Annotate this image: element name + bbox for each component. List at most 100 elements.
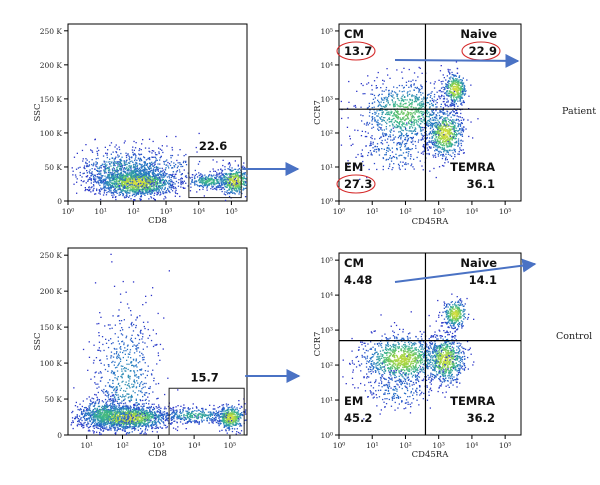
event-dot [150, 184, 152, 187]
event-dot [426, 112, 428, 114]
event-dot [206, 186, 208, 188]
event-dot [447, 129, 449, 131]
event-dot [204, 184, 206, 186]
event-dot [245, 178, 247, 180]
event-dot [388, 118, 390, 120]
event-dot [165, 183, 167, 185]
event-dot [169, 187, 171, 189]
event-dot [156, 186, 158, 189]
event-dot [393, 91, 396, 93]
event-dot [434, 121, 436, 124]
event-dot [171, 167, 173, 169]
event-dot [383, 120, 385, 122]
event-dot [177, 182, 180, 184]
event-dot [96, 182, 98, 184]
event-dot [447, 115, 449, 117]
event-dot [421, 103, 424, 106]
event-dot [348, 101, 350, 103]
event-dot [396, 69, 398, 71]
event-dot [395, 116, 398, 119]
event-dot [443, 136, 445, 139]
event-dot [224, 183, 226, 185]
event-dot [212, 168, 214, 170]
event-dot [126, 187, 128, 189]
event-dot [155, 166, 158, 168]
event-dot [103, 161, 105, 163]
event-dot [130, 183, 132, 185]
event-dot [455, 61, 458, 63]
event-dot [460, 112, 462, 115]
event-dot [143, 177, 145, 179]
event-dot [378, 150, 380, 152]
event-dot [413, 95, 415, 97]
event-dot [106, 175, 109, 178]
event-dot [105, 169, 107, 171]
event-dot [221, 184, 224, 186]
event-dot [123, 176, 125, 178]
event-dot [446, 110, 448, 112]
event-dot [234, 185, 236, 187]
event-dot [161, 149, 163, 151]
event-dot [164, 192, 166, 194]
event-dot [390, 129, 393, 131]
event-dot [151, 185, 153, 187]
event-dot [390, 139, 392, 141]
event-dot [242, 176, 244, 179]
event-dot [396, 144, 398, 146]
event-dot [392, 101, 394, 103]
event-dot [243, 173, 245, 175]
event-dot [369, 111, 371, 114]
event-dot [412, 140, 414, 142]
event-dot [451, 137, 454, 140]
event-dot [462, 152, 465, 154]
event-dot [164, 188, 166, 190]
event-dot [454, 82, 456, 84]
event-dot [377, 128, 379, 130]
event-dot [105, 165, 107, 167]
event-dot [446, 113, 448, 115]
event-dot [405, 157, 407, 159]
event-dot [426, 110, 428, 112]
event-dot [447, 100, 449, 102]
event-dot [140, 192, 143, 195]
event-dot [440, 142, 442, 144]
event-dot [444, 118, 446, 120]
event-dot [442, 155, 444, 157]
event-dot [221, 177, 223, 179]
event-dot [375, 151, 378, 153]
event-dot [385, 121, 387, 123]
event-dot [155, 174, 157, 176]
event-dot [194, 181, 196, 183]
event-dot [437, 145, 439, 147]
event-dot [409, 130, 411, 132]
event-dot [445, 93, 447, 95]
event-dot [140, 164, 142, 166]
event-dot [132, 193, 134, 195]
event-dot [116, 185, 118, 187]
event-dot [445, 153, 447, 155]
event-dot [113, 186, 115, 189]
event-dot [154, 180, 156, 182]
event-dot [124, 175, 126, 177]
event-dot [447, 142, 449, 144]
event-dot [422, 153, 424, 155]
event-dot [179, 163, 181, 165]
event-dot [437, 147, 439, 149]
event-dot [434, 116, 436, 118]
event-dot [85, 158, 87, 160]
event-dot [229, 164, 231, 166]
event-dot [400, 138, 402, 140]
event-dot [155, 188, 158, 190]
event-dot [449, 90, 451, 93]
event-dot [242, 178, 245, 180]
event-dot [456, 85, 458, 87]
event-dot [455, 127, 457, 129]
event-dot [403, 106, 405, 108]
event-dot [127, 172, 129, 174]
event-dot [381, 112, 384, 114]
event-dot [218, 181, 220, 184]
event-dot [168, 184, 170, 186]
event-dot [114, 189, 116, 191]
event-dot [238, 193, 240, 195]
event-dot [444, 159, 447, 161]
